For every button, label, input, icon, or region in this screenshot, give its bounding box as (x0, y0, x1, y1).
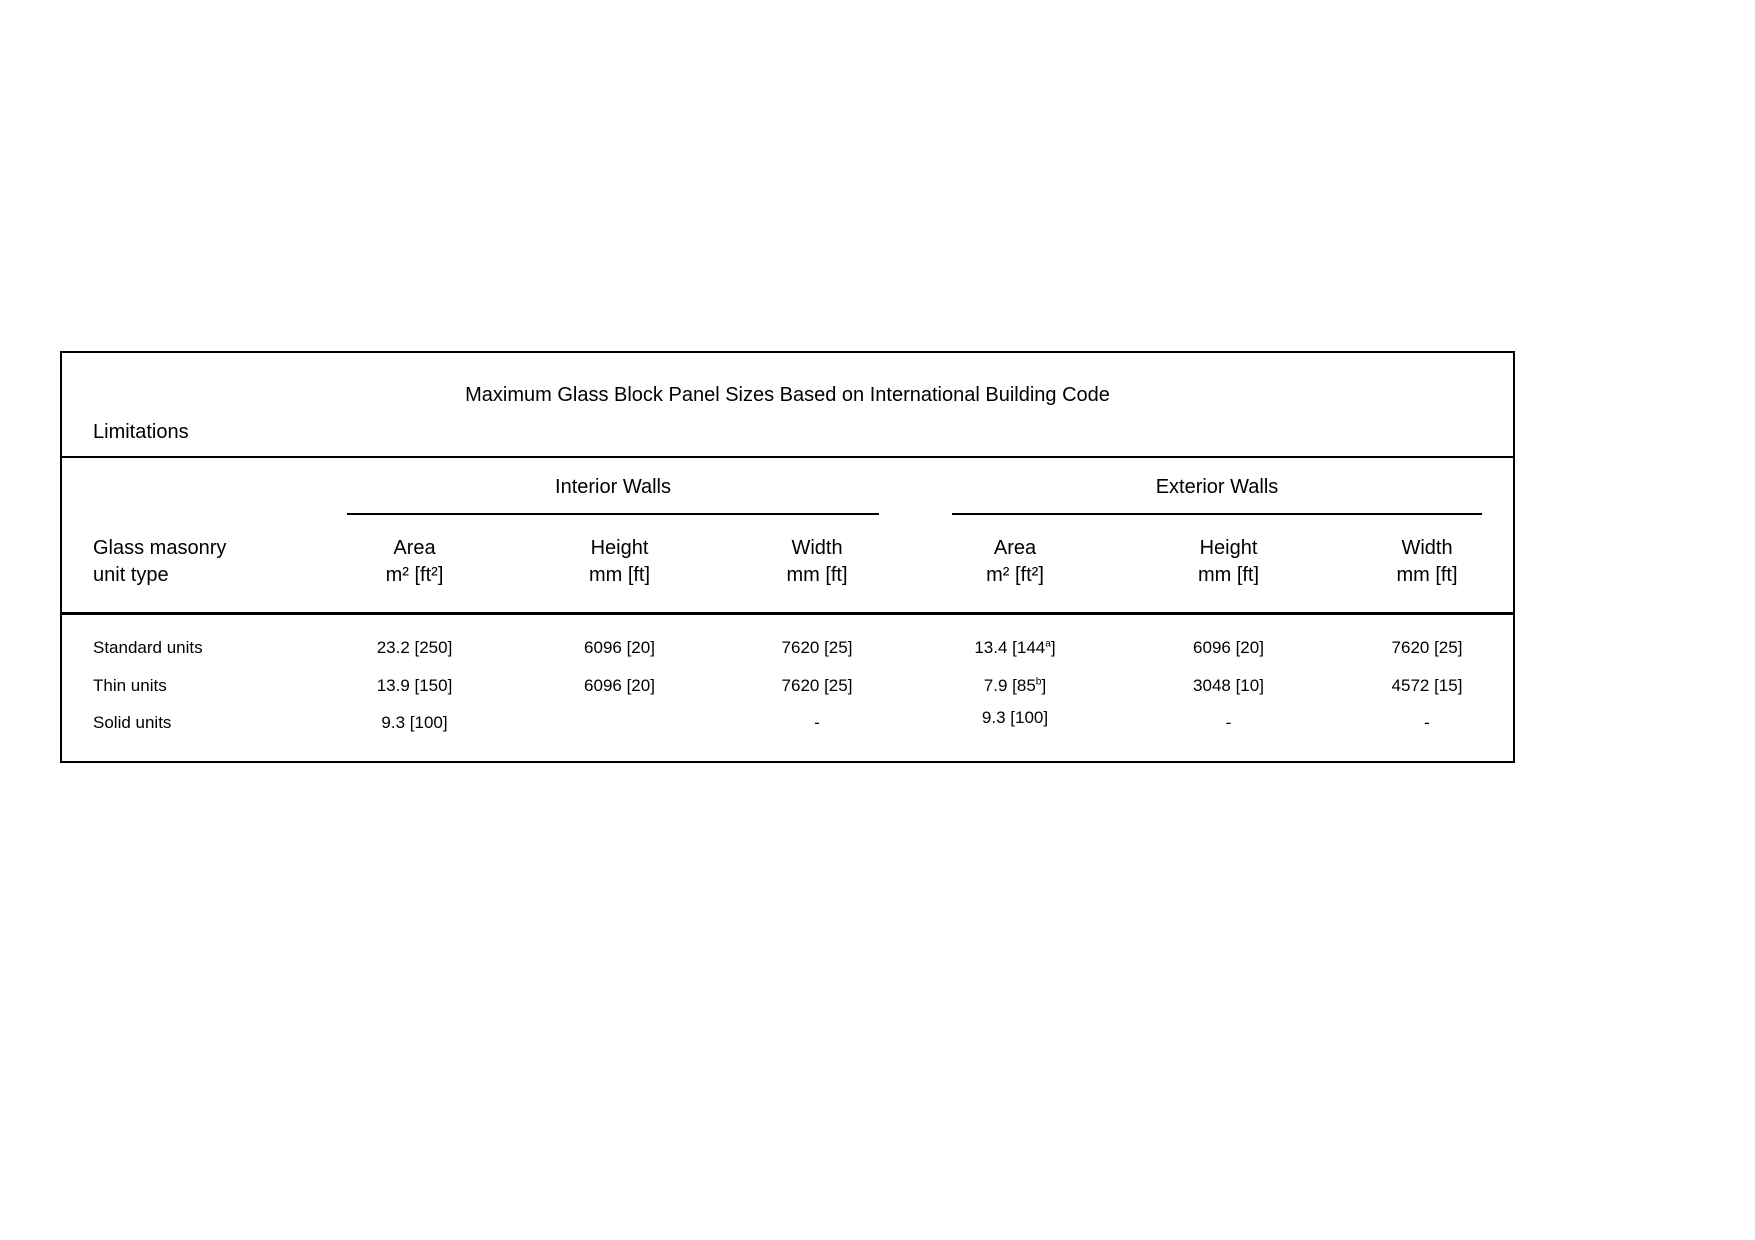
stub-header-line2: unit type (93, 564, 169, 586)
cell-interior-width: - (722, 709, 912, 736)
cell-text: 9.3 [100] (981, 708, 1049, 728)
col-label: Height (1199, 537, 1258, 559)
table-caption: Maximum Glass Block Panel Sizes Based on… (62, 353, 1513, 458)
cell-text: 7620 [25] (781, 675, 853, 695)
cell-text: 23.2 [250] (376, 638, 453, 658)
column-header-row: Glass masonry unit type Area m² [ft²] He… (62, 515, 1513, 615)
cell-exterior-width: 4572 [15] (1347, 672, 1507, 699)
row-label: Solid units (93, 713, 172, 733)
footnote-sup: b (1035, 676, 1042, 688)
col-units: mm [ft] (588, 564, 651, 586)
table-row-solid-units: Solid units 9.3 [100] - 9.3 [100] - - (62, 704, 1513, 742)
group-header-interior-walls: Interior Walls (555, 476, 671, 498)
stub-header-line1: Glass masonry (93, 537, 227, 559)
col-label: Width (1401, 537, 1453, 559)
col-units: m² [ft²] (986, 564, 1044, 586)
exterior-walls-underline (952, 513, 1482, 515)
cell-exterior-width: 7620 [25] (1347, 634, 1507, 661)
table-row-thin-units: Thin units 13.9 [150] 6096 [20] 7620 [25… (62, 667, 1513, 705)
cell-text: 13.4 [144 (974, 638, 1046, 658)
glass-block-panel-table: Maximum Glass Block Panel Sizes Based on… (60, 351, 1515, 763)
cell-interior-height: 6096 [20] (517, 634, 722, 661)
cell-exterior-width: - (1347, 709, 1507, 736)
col-header-exterior-area: Area m² [ft²] (920, 535, 1110, 612)
cell-interior-area: 9.3 [100] (312, 709, 517, 736)
cell-text: 3048 [10] (1193, 675, 1264, 695)
cell-text: 6096 [20] (584, 638, 655, 658)
table-title-continuation: Limitations (93, 421, 189, 443)
col-label: Area (993, 537, 1037, 559)
cell-exterior-height: - (1110, 709, 1347, 736)
cell-interior-area: 23.2 [250] (312, 634, 517, 661)
cell-text: ] (1050, 638, 1056, 658)
cell-interior-height: 6096 [20] (517, 672, 722, 699)
cell-text: 4572 [15] (1391, 675, 1463, 695)
col-label: Width (791, 537, 843, 559)
col-header-interior-height: Height mm [ft] (517, 535, 722, 612)
table-title: Maximum Glass Block Panel Sizes Based on… (465, 384, 1110, 406)
cell-exterior-height: 3048 [10] (1110, 672, 1347, 699)
cell-text: 13.9 [150] (376, 675, 453, 695)
footnote-sup: a (1045, 638, 1051, 650)
col-label: Height (590, 537, 649, 559)
interior-walls-underline (347, 513, 879, 515)
col-units: mm [ft] (1197, 564, 1260, 586)
col-label: Area (393, 537, 436, 559)
cell-interior-width: 7620 [25] (722, 634, 912, 661)
cell-text: - (1225, 713, 1232, 733)
cell-text: - (814, 713, 820, 733)
cell-text: 6096 [20] (584, 675, 655, 695)
cell-interior-area: 13.9 [150] (312, 672, 517, 699)
row-label: Standard units (93, 638, 203, 658)
col-header-exterior-height: Height mm [ft] (1110, 535, 1347, 612)
column-spacer (912, 535, 920, 612)
group-header-row: Interior Walls Exterior Walls (62, 458, 1513, 515)
cell-exterior-area: 7.9 [85b] (920, 672, 1110, 699)
col-header-interior-width: Width mm [ft] (722, 535, 912, 612)
group-header-exterior-walls: Exterior Walls (1155, 476, 1279, 498)
col-units: mm [ft] (786, 564, 848, 586)
col-units: m² [ft²] (385, 564, 444, 586)
cell-exterior-area: 9.3 [100] (920, 704, 1110, 731)
col-header-interior-area: Area m² [ft²] (312, 535, 517, 612)
cell-text: - (1424, 713, 1430, 733)
col-header-exterior-width: Width mm [ft] (1347, 535, 1507, 612)
cell-interior-width: 7620 [25] (722, 672, 912, 699)
table-body: Standard units 23.2 [250] 6096 [20] 7620… (62, 615, 1513, 761)
cell-exterior-height: 6096 [20] (1110, 634, 1347, 661)
cell-text: ] (1041, 675, 1047, 695)
cell-text: 7620 [25] (781, 638, 853, 658)
cell-text: 9.3 [100] (381, 713, 448, 733)
cell-exterior-area: 13.4 [144a] (920, 634, 1110, 661)
stub-header: Glass masonry unit type (62, 535, 312, 612)
row-label: Thin units (93, 675, 167, 695)
cell-text: 6096 [20] (1193, 638, 1264, 658)
cell-text: 7.9 [85 (983, 675, 1036, 695)
table-row-standard-units: Standard units 23.2 [250] 6096 [20] 7620… (62, 629, 1513, 667)
col-units: mm [ft] (1396, 564, 1458, 586)
cell-text: 7620 [25] (1391, 638, 1463, 658)
